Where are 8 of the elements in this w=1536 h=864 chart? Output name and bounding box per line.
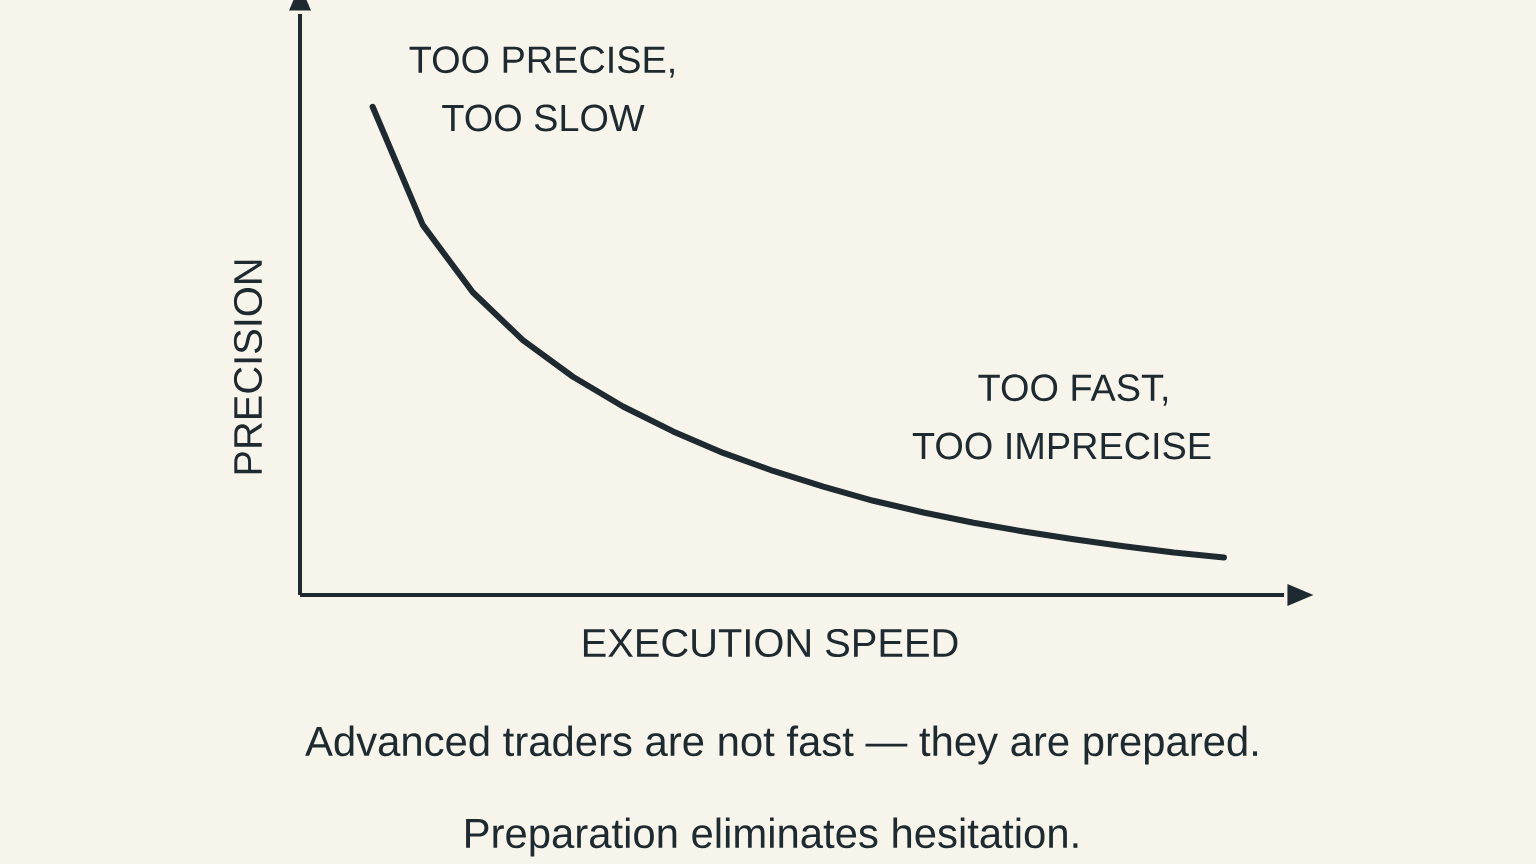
y-axis-title: PRECISION [233, 260, 263, 474]
annotation: TOO FAST, [978, 374, 1168, 406]
annotation: TOO IMPRECISE [912, 432, 1211, 460]
text: Preparation eliminates hesitation. [466, 817, 1078, 857]
annotation: TOO SLOW [442, 104, 645, 132]
text: Advanced traders are not fast — they are prepared. [305, 725, 1258, 765]
text: TOO PRECISE, [409, 46, 674, 78]
x-axis-title: EXECUTION SPEED [583, 628, 958, 658]
